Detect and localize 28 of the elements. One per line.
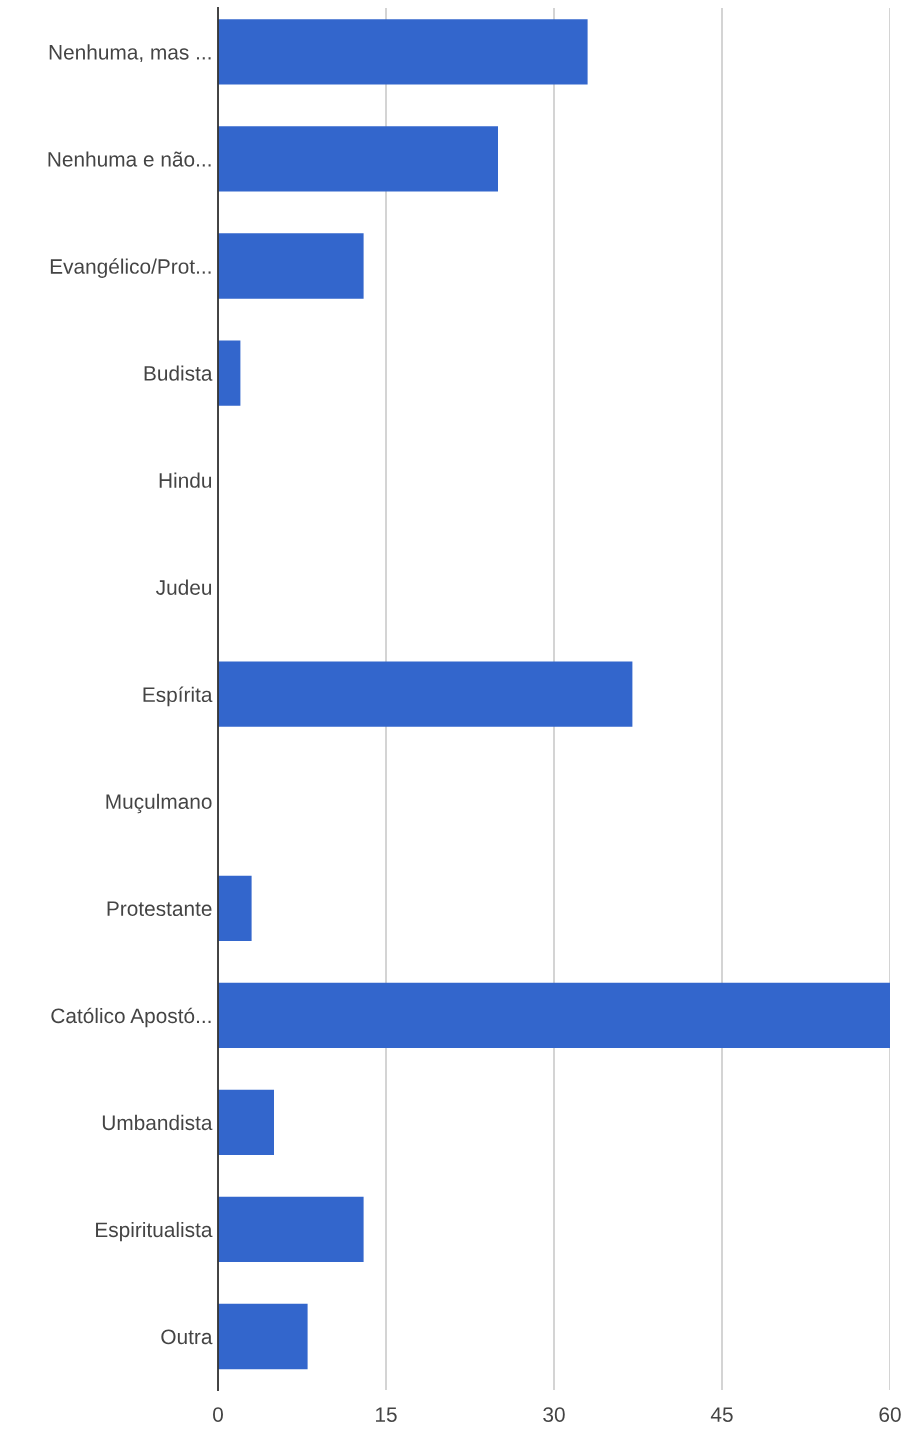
bar [218,233,364,299]
y-tick-label: Evangélico/Prot... [50,258,211,278]
y-tick-label: Católico Apostó... [51,1007,211,1028]
x-tick-label: 30 [543,1407,565,1422]
x-tick-label: 15 [376,1407,397,1422]
x-tick-label: 60 [879,1407,901,1422]
bar [218,19,588,85]
bar [218,1303,308,1370]
y-tick-label: Budista [144,365,213,381]
bar [218,982,890,1048]
bar [218,661,633,727]
bar [218,1089,274,1156]
bar [218,340,241,406]
x-tick-label: 45 [710,1407,733,1422]
y-tick-label: Protestante [107,901,212,917]
y-tick-label: Hindu [159,472,212,488]
y-tick-label: Nenhuma, mas ... [49,44,211,63]
y-tick-label: Espírita [143,686,213,707]
y-tick-label: Umbandista [102,1114,213,1131]
y-tick-label: Muçulmano [106,793,212,814]
bar [218,1196,364,1263]
y-tick-label: Nenhuma e não... [48,151,211,167]
bar [218,126,498,192]
y-tick-label: Espiritualista [96,1221,213,1242]
y-tick-label: Outra [161,1329,213,1345]
x-tick-label: 0 [213,1407,223,1422]
y-tick-label: Judeu [156,579,212,595]
bar [218,875,252,941]
